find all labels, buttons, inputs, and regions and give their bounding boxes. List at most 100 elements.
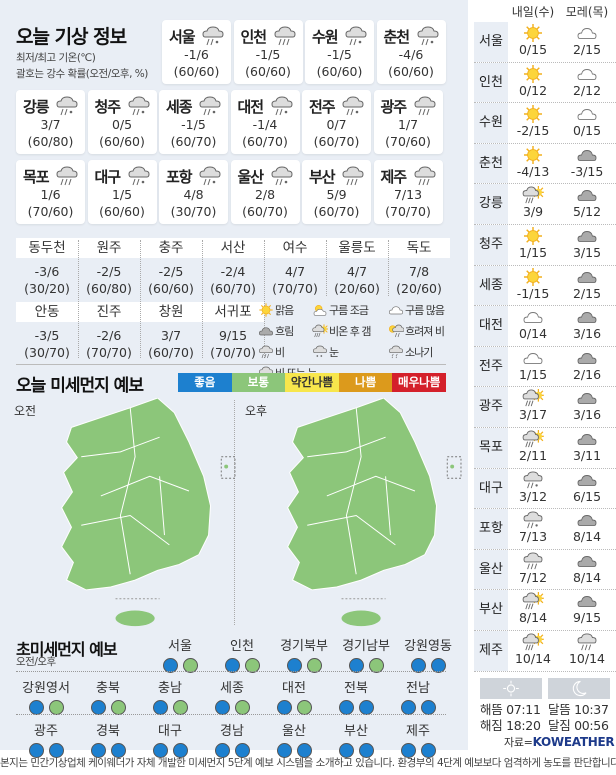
region-name: 광주 <box>34 724 58 739</box>
city-name: 포항 <box>474 509 508 549</box>
city-name: 목포 <box>474 428 508 468</box>
dark-cloud-icon <box>576 511 598 529</box>
snow-icon <box>312 345 328 359</box>
pm-level-dot <box>420 700 436 715</box>
rain-snow-icon <box>341 96 365 116</box>
city-name: 춘천 <box>474 143 508 184</box>
am-level-dot <box>338 743 354 758</box>
small-city: 울릉도 4/7 (20/60) <box>326 238 388 297</box>
pm-level-dot <box>358 700 374 715</box>
forecast-row: 대전 0/14 3/16 <box>474 306 616 347</box>
legend-label: 비 <box>275 346 285 359</box>
small-city: 서귀포 9/15 (70/70) <box>202 302 264 361</box>
day-after-temp: 3/16 <box>572 326 602 342</box>
divider <box>16 714 446 715</box>
city-precip: (60/60) <box>99 204 145 219</box>
tomorrow-temp: 0/15 <box>518 42 548 57</box>
ultrafine-region: 충남 <box>140 677 200 715</box>
pm-level-dot <box>48 743 64 758</box>
rain-snow-icon <box>270 96 294 116</box>
rain-icon <box>413 166 437 186</box>
city-card: 대구 1/5 (60/60) <box>87 160 157 224</box>
forecast-row: 목포 2/11 3/11 <box>474 428 616 469</box>
legend-label: 구름 조금 <box>329 304 369 317</box>
city-name: 동두천 <box>16 238 78 258</box>
legend-item: 구름 많음 <box>388 302 445 318</box>
ultrafine-region: 전북 <box>326 677 386 715</box>
tomorrow-temp: 0/14 <box>518 326 548 342</box>
sun-icon <box>522 268 544 286</box>
forecast-row: 포항 7/13 8/14 <box>474 509 616 550</box>
region-name: 대구 <box>158 724 182 739</box>
dark-cloud-icon <box>576 227 598 245</box>
rain-snow-icon <box>522 471 544 489</box>
city-temp: 5/9 <box>326 187 347 202</box>
am-level-dot <box>338 700 354 715</box>
day-after-header: 모레(목) <box>565 5 609 19</box>
city-precip: (60/60) <box>245 64 291 79</box>
am-level-dot <box>286 658 302 673</box>
city-temp: 3/7 <box>40 117 61 132</box>
city-card: 춘천 -4/6 (60/60) <box>376 20 446 84</box>
dark-cloud-icon <box>258 324 274 338</box>
city-temp: 0/7 <box>326 117 347 132</box>
dark-cloud-icon <box>576 268 598 286</box>
city-name: 울산 <box>237 168 265 186</box>
city-precip: (60/70) <box>313 204 360 219</box>
cloud-icon <box>576 24 598 42</box>
forecast-row: 전주 1/15 2/16 <box>474 346 616 388</box>
dark-cloud-icon <box>576 146 598 164</box>
ultrafine-region: 경기남부 <box>336 635 396 673</box>
city-precip: (60/60) <box>148 281 194 296</box>
region-name: 대전 <box>282 681 306 696</box>
pm-level-dot <box>306 658 322 673</box>
legend-label: 비온 후 갬 <box>329 325 371 338</box>
city-temp: -2/5 <box>96 264 122 279</box>
city-card: 전주 0/7 (60/70) <box>302 90 371 154</box>
rain-icon <box>576 633 598 651</box>
dust-title: 오늘 미세먼지 예보 <box>16 376 144 396</box>
city-temp: 2/8 <box>254 187 276 202</box>
day-after-temp: 10/14 <box>568 651 606 666</box>
pm-level-dot <box>110 743 126 758</box>
city-name: 서울 <box>169 28 196 46</box>
city-card: 수원 -1/5 (60/60) <box>305 20 374 84</box>
dust-scale-item: 나쁨 <box>338 373 393 392</box>
city-name: 전주 <box>309 98 336 116</box>
city-temp: -4/6 <box>398 47 424 62</box>
am-level-dot <box>152 743 168 758</box>
tomorrow-temp: -2/15 <box>516 123 550 139</box>
city-temp: 7/13 <box>393 187 423 202</box>
sun-icon <box>522 24 544 42</box>
city-card: 광주 1/7 (70/60) <box>373 90 443 154</box>
city-temp: -2/4 <box>220 264 246 279</box>
legend-label: 눈 <box>329 346 339 359</box>
city-name: 대구 <box>474 468 508 509</box>
dust-scale-item: 좋음 <box>178 373 232 392</box>
ultrafine-region: 울산 <box>264 720 324 758</box>
city-precip: (60/70) <box>242 204 288 219</box>
day-after-temp: 0/15 <box>572 123 602 139</box>
divider <box>78 240 79 358</box>
pm-level-dot <box>420 743 436 758</box>
day-after-temp: 6/15 <box>572 488 602 504</box>
city-name: 서울 <box>474 22 508 62</box>
city-precip: (60/70) <box>170 134 217 149</box>
rain-snow-icon <box>201 26 225 46</box>
legend-item: 비온 후 갬 <box>312 323 371 339</box>
ultrafine-region: 대전 <box>264 677 324 715</box>
legend-item: 맑음 <box>258 302 294 318</box>
city-name: 부산 <box>309 168 336 186</box>
rain-snow-icon <box>416 26 440 46</box>
city-temp: 1/5 <box>111 187 133 202</box>
divider <box>16 671 446 672</box>
rain-sun-icon <box>522 430 544 448</box>
region-name: 경남 <box>220 724 244 739</box>
tomorrow-temp: 8/14 <box>518 610 548 626</box>
rain-icon <box>341 166 365 186</box>
forecast-row: 강릉 3/9 5/12 <box>474 184 616 225</box>
am-level-dot <box>348 658 364 673</box>
city-name: 강릉 <box>23 98 50 116</box>
sun-cloud-icon <box>312 303 328 317</box>
tomorrow-temp: 1/15 <box>518 245 548 260</box>
